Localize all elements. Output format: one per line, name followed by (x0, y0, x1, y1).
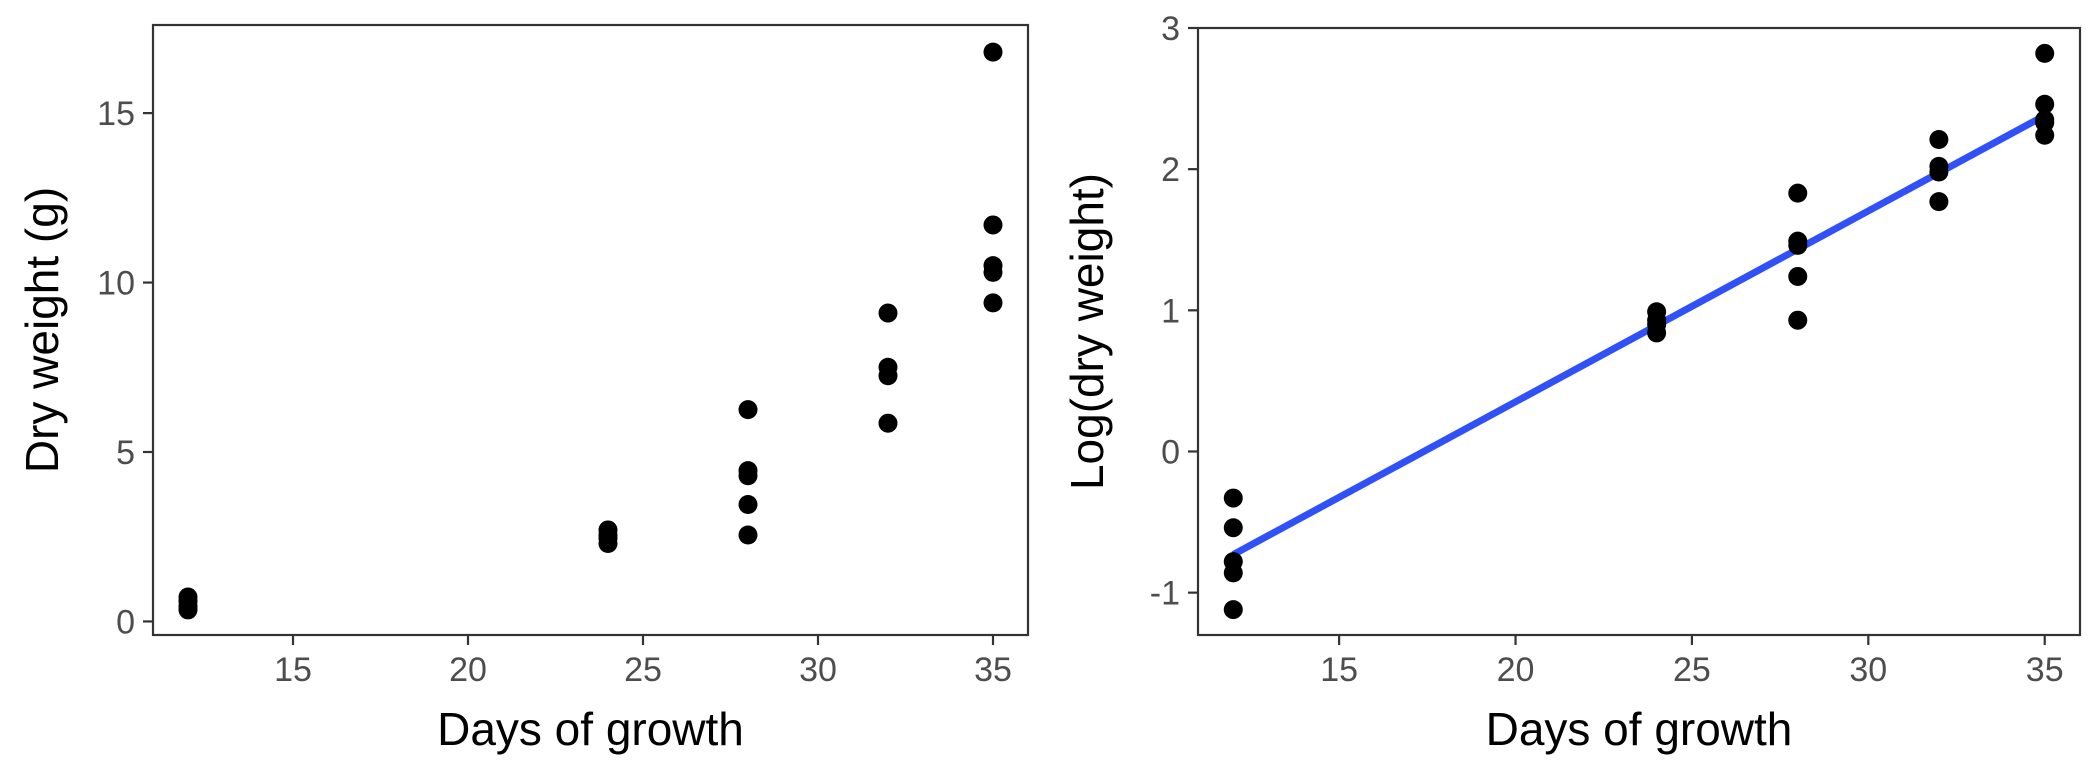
y-tick-label: 1 (1161, 292, 1180, 330)
data-point (1929, 162, 1949, 182)
data-point (1223, 563, 1243, 583)
data-point (983, 215, 1003, 235)
y-tick-label: 3 (1161, 10, 1180, 48)
y-tick-label: 0 (1161, 433, 1180, 471)
x-tick-label: 35 (974, 651, 1012, 689)
regression-line (1231, 112, 2047, 558)
data-point (1223, 600, 1243, 620)
x-tick-label: 25 (624, 651, 662, 689)
plot-frame (151, 23, 1030, 637)
data-point (878, 366, 898, 386)
data-point (738, 495, 758, 515)
data-point (983, 293, 1003, 313)
data-point (1223, 488, 1243, 508)
data-point (178, 600, 198, 620)
x-tick-label: 20 (449, 651, 487, 689)
x-tick-label: 15 (1320, 651, 1358, 689)
data-point (878, 413, 898, 433)
data-point (2035, 125, 2055, 145)
data-point (2035, 43, 2055, 63)
x-tick-label: 30 (799, 651, 837, 689)
y-axis-title: Dry weight (g) (16, 187, 68, 473)
data-point (1929, 192, 1949, 212)
y-tick-label: 2 (1161, 151, 1180, 189)
data-point (2035, 94, 2055, 114)
data-point (1929, 130, 1949, 150)
y-tick-label: 10 (97, 265, 135, 303)
x-tick-label: 20 (1497, 651, 1535, 689)
data-point (738, 466, 758, 486)
x-axis-title: Days of growth (1486, 703, 1793, 755)
data-point (1788, 310, 1808, 330)
data-point (1647, 323, 1667, 343)
data-point (738, 400, 758, 420)
y-tick-label: -1 (1150, 575, 1180, 613)
data-point (738, 525, 758, 545)
y-tick-label: 5 (116, 434, 135, 472)
data-point (983, 42, 1003, 62)
data-point (1788, 183, 1808, 203)
data-point (598, 534, 618, 553)
y-tick-label: 15 (97, 95, 135, 133)
x-tick-label: 25 (1673, 651, 1711, 689)
data-point (1223, 518, 1243, 538)
panel-log-dry-weight: 15 20 25 30 35 -1 0 1 2 3 Days of growth Log(dry we… (1061, 10, 2082, 755)
panel-dry-weight: 15 20 25 30 35 0 5 10 15 Days of growth Dry weight… (16, 23, 1030, 755)
x-axis-title: Days of growth (437, 703, 744, 755)
plot-frame (1196, 26, 2082, 637)
x-tick-label: 15 (274, 651, 312, 689)
y-axis-title: Log(dry weight) (1061, 173, 1113, 490)
x-tick-label: 35 (2026, 651, 2064, 689)
data-point (983, 262, 1003, 282)
y-tick-label: 0 (116, 603, 135, 641)
data-point (878, 303, 898, 323)
x-tick-label: 30 (1849, 651, 1887, 689)
data-point (1788, 266, 1808, 286)
data-point (1788, 235, 1808, 255)
